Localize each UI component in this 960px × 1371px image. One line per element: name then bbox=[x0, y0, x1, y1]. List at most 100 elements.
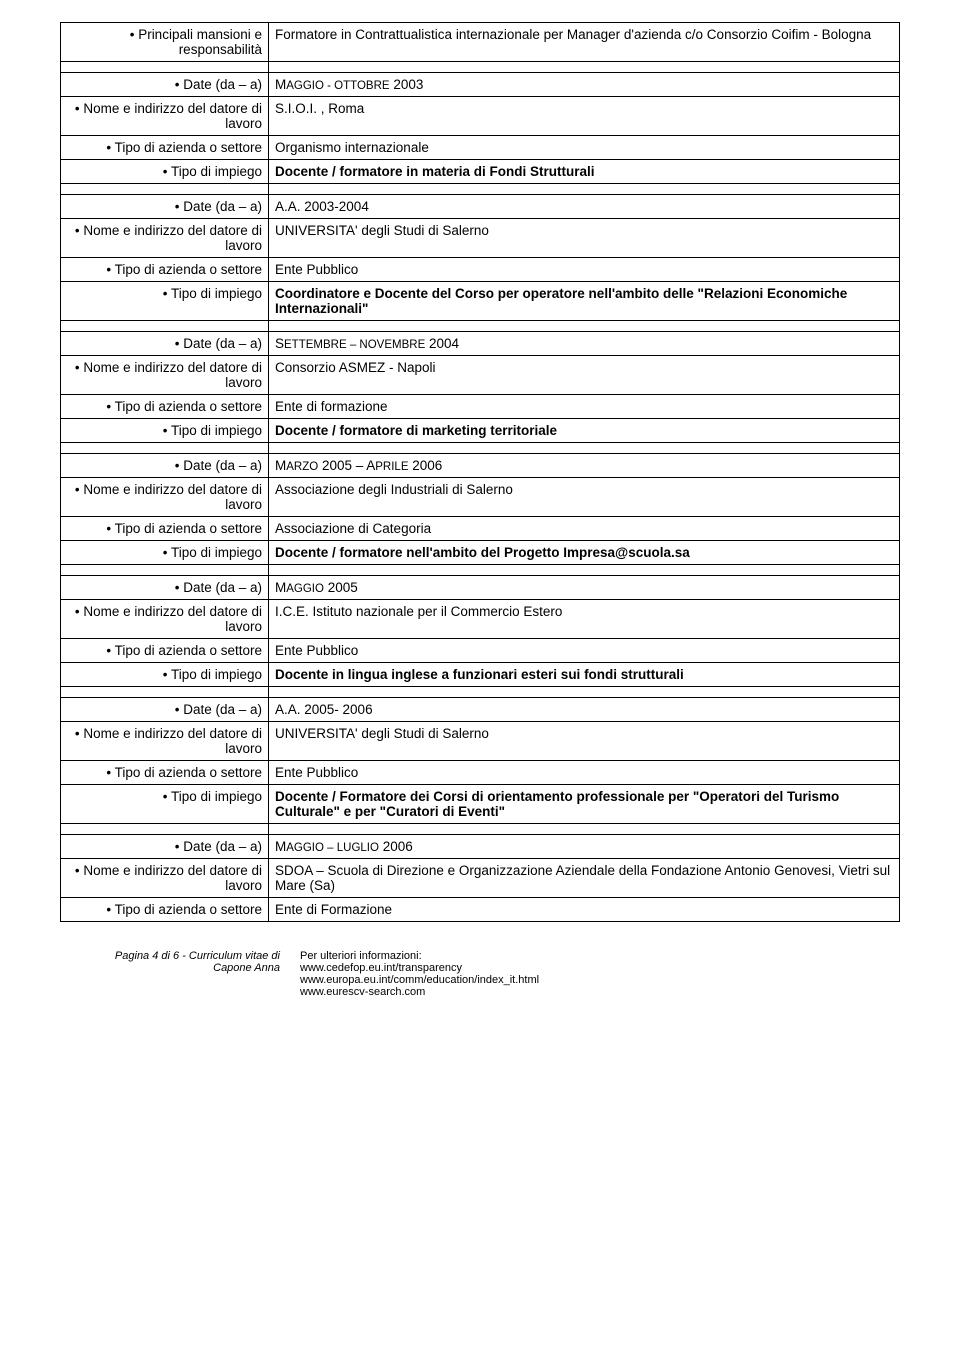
label-datore: Nome e indirizzo del datore di lavoro bbox=[61, 97, 269, 136]
footer-author: Capone Anna bbox=[60, 962, 280, 974]
footer-link-3: www.eurescv-search.com bbox=[300, 986, 539, 998]
table-row: Tipo di azienda o settore Organismo inte… bbox=[61, 136, 900, 160]
table-row: Tipo di impiego Docente / Formatore dei … bbox=[61, 785, 900, 824]
cv-table: Principali mansioni e responsabilità For… bbox=[60, 22, 900, 922]
label-datore: Nome e indirizzo del datore di lavoro bbox=[61, 478, 269, 517]
label-date: Date (da – a) bbox=[61, 454, 269, 478]
table-row: Nome e indirizzo del datore di lavoro SD… bbox=[61, 859, 900, 898]
page-container: Principali mansioni e responsabilità For… bbox=[0, 0, 960, 1028]
table-row: Tipo di impiego Docente in lingua ingles… bbox=[61, 663, 900, 687]
value-date-3: SETTEMBRE – NOVEMBRE 2004 bbox=[269, 332, 900, 356]
label-datore: Nome e indirizzo del datore di lavoro bbox=[61, 859, 269, 898]
spacer bbox=[61, 565, 900, 576]
footer-info-label: Per ulteriori informazioni: bbox=[300, 950, 539, 962]
value-date-4: MARZO 2005 – APRILE 2006 bbox=[269, 454, 900, 478]
value-date-5: MAGGIO 2005 bbox=[269, 576, 900, 600]
label-impiego: Tipo di impiego bbox=[61, 785, 269, 824]
value-settore-5: Ente Pubblico bbox=[269, 639, 900, 663]
value-settore-1: Organismo internazionale bbox=[269, 136, 900, 160]
label-impiego: Tipo di impiego bbox=[61, 160, 269, 184]
footer-link-2: www.europa.eu.int/comm/education/index_i… bbox=[300, 974, 539, 986]
table-row: Principali mansioni e responsabilità For… bbox=[61, 23, 900, 62]
footer-right: Per ulteriori informazioni: www.cedefop.… bbox=[290, 950, 539, 998]
label-settore: Tipo di azienda o settore bbox=[61, 761, 269, 785]
spacer bbox=[61, 62, 900, 73]
table-row: Tipo di azienda o settore Ente Pubblico bbox=[61, 258, 900, 282]
label-settore: Tipo di azienda o settore bbox=[61, 258, 269, 282]
label-settore: Tipo di azienda o settore bbox=[61, 395, 269, 419]
value-settore-3: Ente di formazione bbox=[269, 395, 900, 419]
label-date: Date (da – a) bbox=[61, 73, 269, 97]
value-date-6: A.A. 2005- 2006 bbox=[269, 698, 900, 722]
spacer bbox=[61, 824, 900, 835]
table-row: Date (da – a) MAGGIO 2005 bbox=[61, 576, 900, 600]
table-row: Date (da – a) MARZO 2005 – APRILE 2006 bbox=[61, 454, 900, 478]
label-settore: Tipo di azienda o settore bbox=[61, 136, 269, 160]
table-row: Tipo di azienda o settore Ente Pubblico bbox=[61, 761, 900, 785]
label-date: Date (da – a) bbox=[61, 835, 269, 859]
table-row: Nome e indirizzo del datore di lavoro Co… bbox=[61, 356, 900, 395]
value-date-7: MAGGIO – LUGLIO 2006 bbox=[269, 835, 900, 859]
value-settore-6: Ente Pubblico bbox=[269, 761, 900, 785]
label-impiego: Tipo di impiego bbox=[61, 282, 269, 321]
footer-left: Pagina 4 di 6 - Curriculum vitae di Capo… bbox=[60, 950, 290, 998]
value-impiego-2: Coordinatore e Docente del Corso per ope… bbox=[269, 282, 900, 321]
label-impiego: Tipo di impiego bbox=[61, 541, 269, 565]
value-datore-6: UNIVERSITA' degli Studi di Salerno bbox=[269, 722, 900, 761]
value-datore-2: UNIVERSITA' degli Studi di Salerno bbox=[269, 219, 900, 258]
table-row: Nome e indirizzo del datore di lavoro S.… bbox=[61, 97, 900, 136]
label-mansioni: Principali mansioni e responsabilità bbox=[61, 23, 269, 62]
table-row: Tipo di impiego Docente / formatore in m… bbox=[61, 160, 900, 184]
label-datore: Nome e indirizzo del datore di lavoro bbox=[61, 722, 269, 761]
spacer bbox=[61, 321, 900, 332]
footer-link-1: www.cedefop.eu.int/transparency bbox=[300, 962, 539, 974]
table-row: Date (da – a) A.A. 2003-2004 bbox=[61, 195, 900, 219]
value-settore-4: Associazione di Categoria bbox=[269, 517, 900, 541]
value-impiego-6: Docente / Formatore dei Corsi di orienta… bbox=[269, 785, 900, 824]
value-datore-1: S.I.O.I. , Roma bbox=[269, 97, 900, 136]
label-date: Date (da – a) bbox=[61, 698, 269, 722]
value-mansioni: Formatore in Contrattualistica internazi… bbox=[269, 23, 900, 62]
value-impiego-3: Docente / formatore di marketing territo… bbox=[269, 419, 900, 443]
table-row: Nome e indirizzo del datore di lavoro I.… bbox=[61, 600, 900, 639]
label-impiego: Tipo di impiego bbox=[61, 663, 269, 687]
footer: Pagina 4 di 6 - Curriculum vitae di Capo… bbox=[60, 950, 900, 998]
table-row: Tipo di impiego Docente / formatore di m… bbox=[61, 419, 900, 443]
footer-page-info: Pagina 4 di 6 - Curriculum vitae di bbox=[60, 950, 280, 962]
value-datore-3: Consorzio ASMEZ - Napoli bbox=[269, 356, 900, 395]
label-date: Date (da – a) bbox=[61, 195, 269, 219]
label-datore: Nome e indirizzo del datore di lavoro bbox=[61, 600, 269, 639]
table-row: Tipo di impiego Coordinatore e Docente d… bbox=[61, 282, 900, 321]
table-row: Date (da – a) MAGGIO - OTTOBRE 2003 bbox=[61, 73, 900, 97]
value-date-2: A.A. 2003-2004 bbox=[269, 195, 900, 219]
table-row: Tipo di azienda o settore Ente di Formaz… bbox=[61, 898, 900, 922]
value-datore-5: I.C.E. Istituto nazionale per il Commerc… bbox=[269, 600, 900, 639]
value-impiego-4: Docente / formatore nell'ambito del Prog… bbox=[269, 541, 900, 565]
table-row: Date (da – a) MAGGIO – LUGLIO 2006 bbox=[61, 835, 900, 859]
value-settore-7: Ente di Formazione bbox=[269, 898, 900, 922]
table-row: Tipo di impiego Docente / formatore nell… bbox=[61, 541, 900, 565]
table-row: Nome e indirizzo del datore di lavoro UN… bbox=[61, 219, 900, 258]
spacer bbox=[61, 184, 900, 195]
spacer bbox=[61, 443, 900, 454]
value-date-1: MAGGIO - OTTOBRE 2003 bbox=[269, 73, 900, 97]
table-row: Date (da – a) SETTEMBRE – NOVEMBRE 2004 bbox=[61, 332, 900, 356]
value-impiego-1: Docente / formatore in materia di Fondi … bbox=[269, 160, 900, 184]
value-datore-7: SDOA – Scuola di Direzione e Organizzazi… bbox=[269, 859, 900, 898]
label-impiego: Tipo di impiego bbox=[61, 419, 269, 443]
label-date: Date (da – a) bbox=[61, 576, 269, 600]
table-row: Nome e indirizzo del datore di lavoro As… bbox=[61, 478, 900, 517]
value-settore-2: Ente Pubblico bbox=[269, 258, 900, 282]
label-datore: Nome e indirizzo del datore di lavoro bbox=[61, 219, 269, 258]
table-row: Date (da – a) A.A. 2005- 2006 bbox=[61, 698, 900, 722]
spacer bbox=[61, 687, 900, 698]
label-settore: Tipo di azienda o settore bbox=[61, 639, 269, 663]
value-datore-4: Associazione degli Industriali di Salern… bbox=[269, 478, 900, 517]
label-settore: Tipo di azienda o settore bbox=[61, 898, 269, 922]
label-date: Date (da – a) bbox=[61, 332, 269, 356]
table-row: Nome e indirizzo del datore di lavoro UN… bbox=[61, 722, 900, 761]
table-row: Tipo di azienda o settore Ente di formaz… bbox=[61, 395, 900, 419]
table-row: Tipo di azienda o settore Ente Pubblico bbox=[61, 639, 900, 663]
label-datore: Nome e indirizzo del datore di lavoro bbox=[61, 356, 269, 395]
value-impiego-5: Docente in lingua inglese a funzionari e… bbox=[269, 663, 900, 687]
